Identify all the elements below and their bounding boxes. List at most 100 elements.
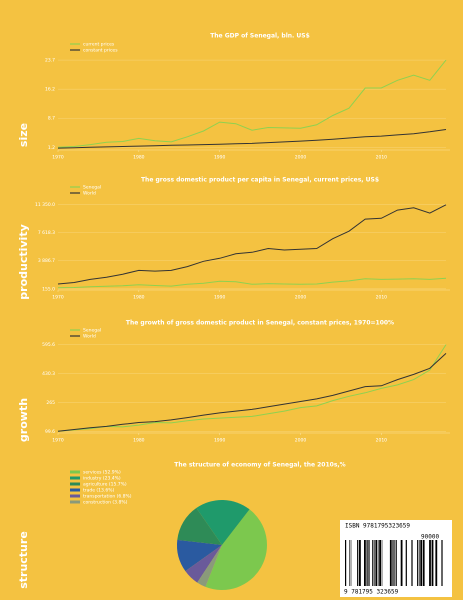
bar-stripe	[357, 540, 359, 586]
legend-swatch	[70, 482, 80, 486]
series-line	[57, 353, 447, 432]
legend-label: transportation (6.8%)	[83, 494, 132, 500]
pie-slice	[185, 545, 222, 583]
x-tick-label: 1980	[133, 295, 145, 301]
bar-stripe	[389, 540, 392, 586]
y-tick-label: 430.3	[42, 371, 55, 377]
section-label: productivity	[17, 224, 30, 299]
isbn: ISBN 9781795323659	[345, 523, 410, 530]
series-line	[57, 129, 447, 149]
bar-stripe	[368, 540, 370, 586]
y-tick-label: 155.0	[42, 286, 55, 292]
bar-stripe	[364, 540, 366, 586]
price-code: 90000	[421, 534, 439, 541]
section-label: growth	[17, 398, 30, 442]
bar-stripe	[394, 540, 395, 586]
bar-stripe	[420, 540, 423, 586]
bar-stripe	[429, 540, 431, 586]
legend-label: current prices	[83, 42, 115, 48]
legend-swatch	[70, 470, 80, 474]
legend-swatch	[70, 488, 80, 492]
pie-slice	[177, 539, 222, 572]
pie-slice	[196, 500, 250, 545]
bar-stripe	[441, 540, 442, 586]
legend-label: industry (23.4%)	[83, 476, 121, 482]
bar-stripe	[366, 540, 368, 586]
bar-stripe	[349, 540, 350, 586]
pie-slice	[205, 509, 268, 591]
legend-swatch	[70, 500, 80, 504]
x-tick-label: 2010	[376, 438, 388, 444]
bar-stripe	[392, 540, 394, 586]
barcode-digits: 9 781795 323659	[344, 589, 399, 596]
chart-title: The structure of economy of Senegal, the…	[174, 462, 345, 469]
x-tick-label: 1990	[214, 295, 226, 301]
y-tick-label: 1.2	[48, 145, 55, 151]
x-tick-label: 1970	[52, 438, 64, 444]
legend-label: World	[83, 191, 96, 197]
legend-swatch	[70, 476, 80, 480]
bar-stripe	[417, 540, 419, 586]
bar-stripe	[377, 540, 379, 586]
legend-label: services (52.9%)	[83, 470, 121, 476]
bar-stripe	[381, 540, 383, 586]
x-tick-label: 1990	[214, 438, 226, 444]
y-tick-label: 99.6	[45, 429, 55, 435]
legend-label: trade (13.6%)	[83, 488, 114, 494]
bar-stripe	[422, 540, 425, 586]
y-tick-label: 8.7	[48, 116, 55, 122]
bar-stripe	[405, 540, 407, 586]
x-tick-label: 2010	[376, 155, 388, 161]
y-tick-label: 3 886.7	[38, 258, 55, 264]
legend-label: construction (3.8%)	[83, 500, 128, 506]
legend-label: Senegal	[83, 328, 101, 334]
legend-label: Senegal	[83, 185, 101, 191]
bar-stripe	[411, 540, 413, 586]
bar-stripe	[419, 540, 420, 586]
pie-slice	[197, 545, 222, 587]
section-label: structure	[17, 531, 30, 589]
series-line	[57, 59, 447, 148]
y-tick-label: 11 350.0	[35, 202, 55, 208]
x-tick-label: 1970	[52, 155, 64, 161]
x-tick-label: 2000	[295, 438, 307, 444]
series-line	[57, 204, 447, 285]
bar-stripe	[372, 540, 374, 586]
y-tick-label: 265	[46, 400, 55, 406]
legend-label: agriculture (15.7%)	[83, 482, 127, 488]
section-label: size	[17, 123, 30, 147]
bar-stripe	[374, 540, 375, 586]
legend-swatch	[70, 494, 80, 498]
legend-label: constant prices	[83, 48, 118, 54]
chart-title: The GDP of Senegal, bln. US$	[210, 33, 310, 40]
legend-label: World	[83, 334, 96, 340]
bar-stripe	[442, 540, 443, 586]
bar-stripe	[435, 540, 438, 586]
y-tick-label: 23.7	[45, 58, 55, 64]
bar-stripe	[359, 540, 361, 586]
chart-title: The growth of gross domestic product in …	[126, 320, 394, 327]
x-tick-label: 2010	[376, 295, 388, 301]
series-line	[57, 344, 447, 432]
bar-stripe	[345, 540, 347, 586]
x-tick-label: 1970	[52, 295, 64, 301]
chart-title: The gross domestic product per capita in…	[141, 177, 379, 184]
series-line	[57, 277, 447, 289]
x-tick-label: 1980	[133, 438, 145, 444]
y-tick-label: 595.6	[42, 342, 55, 348]
bar-stripe	[379, 540, 381, 586]
x-tick-label: 2000	[295, 295, 307, 301]
x-tick-label: 1990	[214, 155, 226, 161]
pie-slice	[177, 508, 222, 545]
y-tick-label: 7 618.3	[38, 230, 55, 236]
bar-stripe	[375, 540, 378, 586]
y-tick-label: 16.2	[45, 87, 55, 93]
bar-stripe	[431, 540, 434, 586]
bar-stripe	[350, 540, 352, 586]
bar-stripe	[400, 540, 403, 586]
x-tick-label: 1980	[133, 155, 145, 161]
bar-stripe	[395, 540, 397, 586]
barcode-bars	[345, 540, 443, 586]
x-tick-label: 2000	[295, 155, 307, 161]
